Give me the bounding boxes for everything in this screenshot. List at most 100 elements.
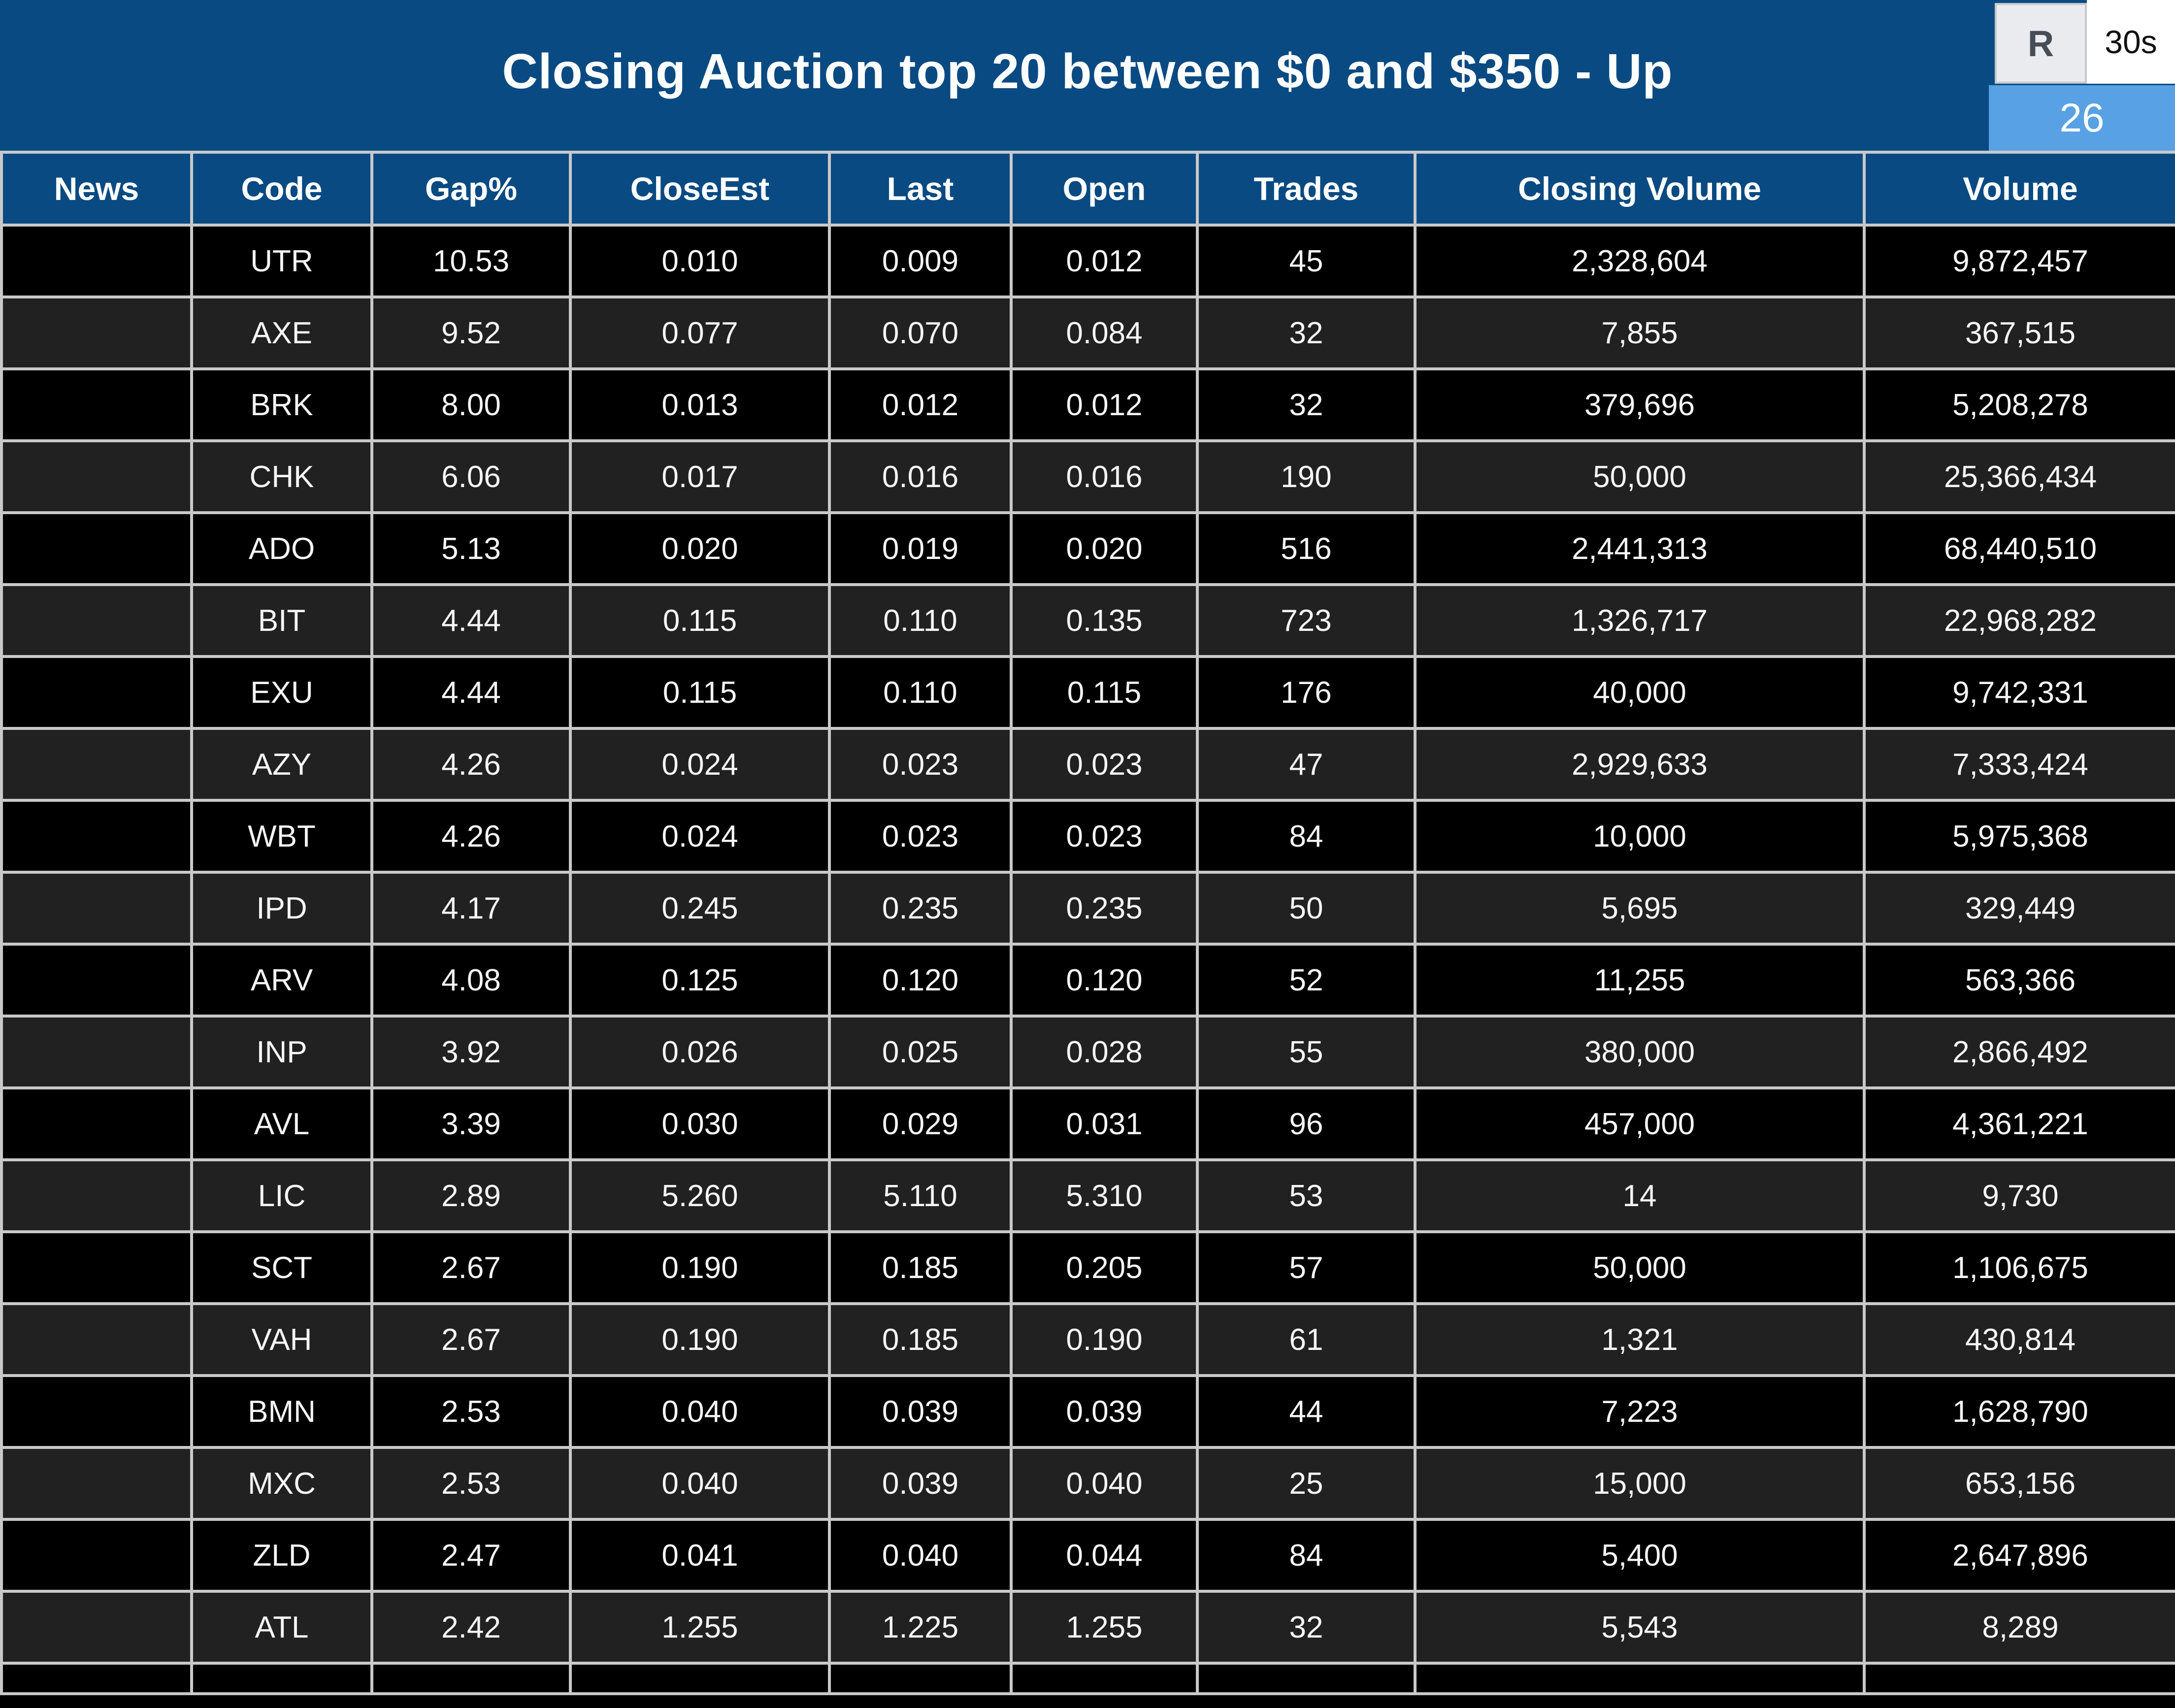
table-cell: 0.017 (569, 439, 831, 514)
table-row[interactable]: BMN 2.53 0.040 0.039 0.039 44 7,223 1,628,790 (0, 1374, 2175, 1449)
table-cell: 329,449 (1863, 871, 2175, 946)
table-row[interactable]: AVL 3.39 0.030 0.029 0.031 96 457,000 4,361,221 (0, 1086, 2175, 1161)
table-cell: 0.084 (1010, 296, 1199, 370)
table-cell: 47 (1196, 727, 1417, 802)
table-cell (0, 1230, 193, 1305)
table-cell (0, 1302, 193, 1377)
table-cell: BMN (190, 1374, 373, 1449)
table-row[interactable]: ZLD 2.47 0.041 0.040 0.044 84 5,400 2,647,896 (0, 1518, 2175, 1593)
table-row[interactable]: WBT 4.26 0.024 0.023 0.023 84 10,000 5,975,368 (0, 799, 2175, 874)
table-cell: 4.26 (370, 799, 572, 874)
table-cell: 22,968,282 (1863, 583, 2175, 658)
table-cell: 40,000 (1414, 655, 1866, 730)
table-header-row: News Code Gap% CloseEst Last Open Trades Closin… (0, 151, 2175, 227)
table-cell: 9,872,457 (1863, 224, 2175, 298)
table-cell: 653,156 (1863, 1446, 2175, 1521)
table-row[interactable]: INP 3.92 0.026 0.025 0.028 55 380,000 2,866,492 (0, 1015, 2175, 1089)
column-header-trades[interactable]: Trades (1196, 151, 1417, 227)
table-cell: 50,000 (1414, 1230, 1866, 1305)
table-cell: 8,289 (1863, 1590, 2175, 1665)
table-row[interactable]: LIC 2.89 5.260 5.110 5.310 53 14 9,730 (0, 1158, 2175, 1233)
column-header-closing-volume[interactable]: Closing Volume (1414, 151, 1866, 227)
table-cell: 0.135 (1010, 583, 1199, 658)
table-row[interactable]: BIT 4.44 0.115 0.110 0.135 723 1,326,717 22,968… (0, 583, 2175, 658)
table-cell (0, 871, 193, 946)
table-row[interactable]: IPD 4.17 0.245 0.235 0.235 50 5,695 329,449 (0, 871, 2175, 946)
table-cell: 0.025 (828, 1015, 1013, 1089)
table-row[interactable]: AZY 4.26 0.024 0.023 0.023 47 2,929,633 7,333,4… (0, 727, 2175, 802)
table-row[interactable]: SCT 2.67 0.190 0.185 0.205 57 50,000 1,106,675 (0, 1230, 2175, 1305)
table-cell: 32 (1196, 1590, 1417, 1665)
table-cell: 0.190 (569, 1302, 831, 1377)
table-cell: 32 (1196, 296, 1417, 370)
table-cell: 0.039 (828, 1374, 1013, 1449)
table-cell: 0.030 (569, 1086, 831, 1161)
table-cell: 3.39 (370, 1086, 572, 1161)
table-cell (0, 1374, 193, 1449)
column-header-open[interactable]: Open (1010, 151, 1199, 227)
table-cell: 0.041 (569, 1518, 831, 1593)
column-header-closeest[interactable]: CloseEst (569, 151, 831, 227)
table-cell: 0.185 (828, 1302, 1013, 1377)
table-cell: 4.26 (370, 727, 572, 802)
table-cell: 11,255 (1414, 943, 1866, 1018)
table-cell: 5,975,368 (1863, 799, 2175, 874)
table-cell: 0.023 (1010, 799, 1199, 874)
table-cell: 0.115 (569, 583, 831, 658)
table-cell (0, 727, 193, 802)
table-row[interactable]: UTR 10.53 0.010 0.009 0.012 45 2,328,604 9,872,… (0, 224, 2175, 298)
refresh-button[interactable]: R (1995, 3, 2087, 84)
table-cell: 0.190 (569, 1230, 831, 1305)
table-cell: 190 (1196, 439, 1417, 514)
table-cell: 6.06 (370, 439, 572, 514)
table-cell (1196, 1662, 1417, 1695)
table-row[interactable]: BRK 8.00 0.013 0.012 0.012 32 379,696 5,208,278 (0, 367, 2175, 442)
table-cell: VAH (190, 1302, 373, 1377)
table-cell: 2.47 (370, 1518, 572, 1593)
table-cell: EXU (190, 655, 373, 730)
table-cell: 96 (1196, 1086, 1417, 1161)
table-cell: 0.020 (1010, 511, 1199, 586)
table-cell: 10.53 (370, 224, 572, 298)
table-row[interactable]: AXE 9.52 0.077 0.070 0.084 32 7,855 367,515 (0, 296, 2175, 370)
table-row[interactable]: CHK 6.06 0.017 0.016 0.016 190 50,000 25,366,43… (0, 439, 2175, 514)
column-header-code[interactable]: Code (190, 151, 373, 227)
table-cell (0, 1662, 193, 1695)
table-cell: 1,628,790 (1863, 1374, 2175, 1449)
table-cell: 52 (1196, 943, 1417, 1018)
table-cell: 0.023 (828, 727, 1013, 802)
table-row[interactable]: EXU 4.44 0.115 0.110 0.115 176 40,000 9,742,331 (0, 655, 2175, 730)
table-cell: 2.53 (370, 1446, 572, 1521)
table-cell (0, 511, 193, 586)
table-cell: 5,400 (1414, 1518, 1866, 1593)
column-header-last[interactable]: Last (828, 151, 1013, 227)
table-row[interactable]: VAH 2.67 0.190 0.185 0.190 61 1,321 430,814 (0, 1302, 2175, 1377)
column-header-volume[interactable]: Volume (1863, 151, 2175, 227)
table-cell: 2,328,604 (1414, 224, 1866, 298)
column-header-news[interactable]: News (0, 151, 193, 227)
table-cell: 4,361,221 (1863, 1086, 2175, 1161)
table-cell: 4.17 (370, 871, 572, 946)
table-cell: 0.023 (828, 799, 1013, 874)
table-cell: 5.260 (569, 1158, 831, 1233)
table-cell: 50 (1196, 871, 1417, 946)
table-cell: 0.016 (1010, 439, 1199, 514)
table-row[interactable]: ATL 2.42 1.255 1.225 1.255 32 5,543 8,289 (0, 1590, 2175, 1665)
table-cell: 3.92 (370, 1015, 572, 1089)
table-row[interactable]: ADO 5.13 0.020 0.019 0.020 516 2,441,313 68,440… (0, 511, 2175, 586)
table-cell: 0.125 (569, 943, 831, 1018)
table-row[interactable]: MXC 2.53 0.040 0.039 0.040 25 15,000 653,156 (0, 1446, 2175, 1521)
table-cell (370, 1662, 572, 1695)
table-cell: AVL (190, 1086, 373, 1161)
table-cell: 0.077 (569, 296, 831, 370)
table-cell: 4.08 (370, 943, 572, 1018)
table-cell: 9,730 (1863, 1158, 2175, 1233)
column-header-gap-[interactable]: Gap% (370, 151, 572, 227)
table-cell: 53 (1196, 1158, 1417, 1233)
table-cell: 0.205 (1010, 1230, 1199, 1305)
table-cell: 2.67 (370, 1302, 572, 1377)
table-row[interactable]: ARV 4.08 0.125 0.120 0.120 52 11,255 563,366 (0, 943, 2175, 1018)
table-cell: INP (190, 1015, 373, 1089)
table-cell: 1.255 (569, 1590, 831, 1665)
